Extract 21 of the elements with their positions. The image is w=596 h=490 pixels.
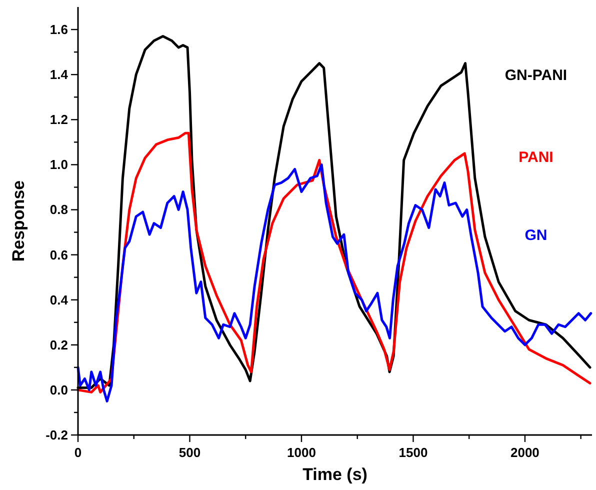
text: GN-PANI [504, 67, 568, 84]
text: PANI [518, 149, 554, 166]
y-tick-label: 1.0 [50, 157, 68, 172]
y-tick-label: 0.6 [50, 247, 68, 262]
x-tick-label: 1000 [287, 445, 316, 460]
y-tick-label: 1.4 [50, 67, 69, 82]
y-tick-label: 0.8 [50, 202, 68, 218]
x-tick-label: 1500 [398, 445, 428, 460]
y-axis-title: Response [9, 180, 28, 262]
x-axis-title: Time (s) [302, 465, 368, 484]
x-tick-label: 0 [74, 445, 82, 460]
text: GN [524, 227, 548, 244]
y-tick-label: 0.4 [50, 292, 69, 308]
x-tick-label: 2000 [510, 445, 540, 460]
y-tick-label: 1.2 [50, 112, 68, 128]
y-tick-label: 0.2 [50, 337, 68, 352]
x-tick-label: 500 [178, 445, 201, 460]
y-tick-label: -0.2 [46, 428, 68, 442]
y-tick-label: 0.0 [50, 382, 68, 398]
y-tick-label: 1.6 [50, 22, 68, 38]
line-series [76, 163, 592, 402]
